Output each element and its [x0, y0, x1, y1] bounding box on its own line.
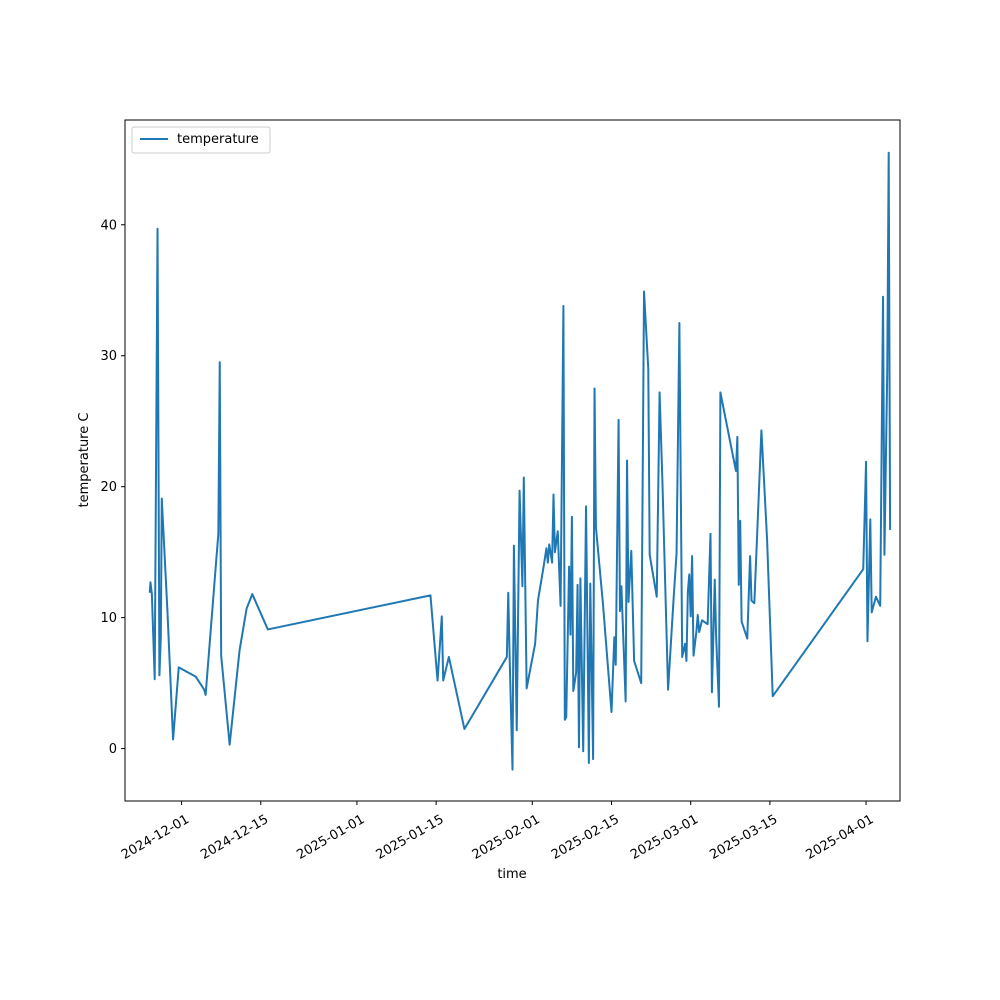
legend: temperature [131, 126, 271, 154]
y-axis: 0 10 20 30 40 [100, 218, 125, 757]
legend-box [131, 126, 271, 154]
y-tick-label: 0 [109, 742, 117, 757]
plot-area [148, 151, 892, 771]
legend-label-temperature: temperature [177, 132, 259, 147]
y-tick-label: 20 [100, 480, 117, 495]
x-axis-label: time [497, 867, 526, 882]
axes-frame [124, 119, 901, 802]
y-tick-label: 10 [100, 611, 117, 626]
y-tick-label: 30 [100, 349, 117, 364]
y-axis-label: temperature C [77, 413, 92, 508]
series-line-temperature [148, 151, 892, 771]
y-tick-label: 40 [100, 218, 117, 233]
